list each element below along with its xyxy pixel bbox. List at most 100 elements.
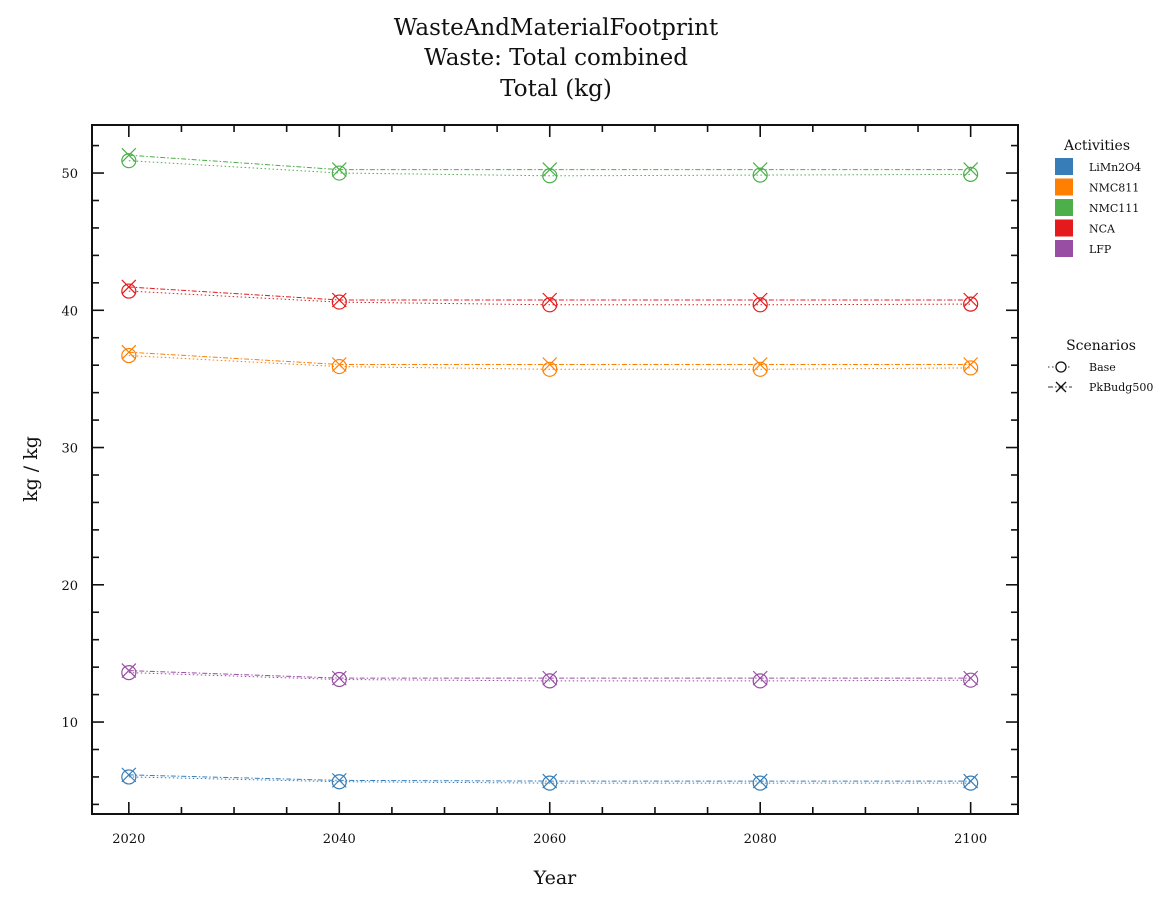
data-point-x — [331, 772, 347, 788]
plot-frame — [91, 124, 1019, 815]
x-tick-label: 2080 — [744, 832, 777, 847]
data-point-circle — [121, 769, 137, 785]
data-point-x — [963, 162, 979, 178]
data-point-x — [331, 357, 347, 372]
legend-label-nmc111: NMC111 — [1089, 202, 1139, 215]
data-point-x — [542, 357, 558, 372]
data-point-x — [752, 670, 768, 686]
data-point-x — [752, 162, 768, 178]
legend-swatch-nmc811 — [1055, 178, 1073, 196]
legend-swatch-nca — [1055, 219, 1073, 237]
data-point-x — [331, 162, 347, 178]
data-point-circle — [121, 347, 137, 364]
data-point-x — [963, 773, 979, 789]
legend-swatch-nmc111 — [1055, 199, 1073, 216]
series-line — [128, 672, 971, 682]
scenarios-legend: Scenarios Base PkBudg500 — [1048, 338, 1153, 394]
title-line-3: Total (kg) — [500, 76, 612, 102]
x-axis-label: Year — [533, 867, 577, 889]
data-point-x — [121, 663, 137, 678]
y-axis-label: kg / kg — [20, 436, 42, 502]
data-point-circle — [331, 358, 347, 375]
x-tick-label: 2060 — [533, 832, 566, 847]
series-nmc811-base — [121, 347, 979, 377]
y-tick-label: 50 — [61, 167, 78, 182]
y-tick-label: 20 — [61, 579, 78, 594]
y-tick-label: 10 — [61, 716, 78, 731]
legend-label-nca: NCA — [1089, 223, 1116, 236]
data-point-x — [752, 357, 768, 372]
series-lfp-base — [121, 665, 979, 689]
circle-marker-icon — [1055, 361, 1067, 373]
series-layer — [121, 147, 979, 791]
scenarios-legend-title: Scenarios — [1066, 338, 1136, 354]
data-point-circle — [752, 775, 768, 791]
data-point-x — [121, 279, 137, 295]
data-point-circle — [331, 774, 347, 790]
series-line — [128, 154, 971, 171]
data-point-circle — [963, 296, 979, 312]
data-point-circle — [752, 297, 768, 313]
legend-label-lfp: LFP — [1089, 243, 1112, 256]
y-tick-label: 30 — [61, 442, 78, 457]
data-point-x — [331, 292, 347, 308]
legend-swatch-lfp — [1055, 240, 1073, 257]
data-point-x — [542, 162, 558, 178]
data-point-x — [121, 767, 137, 783]
data-point-x — [963, 292, 979, 308]
x-tick-label: 2020 — [112, 832, 145, 847]
data-point-circle — [331, 165, 347, 181]
data-point-circle — [121, 153, 137, 169]
title-line-1: WasteAndMaterialFootprint — [394, 15, 719, 41]
x-tick-label: 2040 — [323, 832, 356, 847]
axes: 2020 2040 2060 2080 2100 10 20 30 40 50 — [61, 125, 1018, 847]
series-line — [128, 160, 971, 177]
series-limn2o4-pkbudg500 — [121, 767, 979, 789]
data-point-circle — [542, 775, 558, 791]
legend-label-limn2o4: LiMn2O4 — [1089, 161, 1141, 174]
data-point-circle — [331, 671, 347, 688]
data-point-circle — [963, 360, 979, 376]
series-limn2o4-base — [121, 769, 979, 791]
data-point-x — [752, 292, 768, 308]
data-point-x — [121, 344, 137, 360]
title-line-2: Waste: Total combined — [424, 45, 688, 71]
data-point-circle — [542, 673, 558, 689]
series-nmc811-pkbudg500 — [121, 344, 979, 372]
data-point-circle — [752, 361, 768, 377]
legend-label-pkbudg500: PkBudg500 — [1089, 381, 1153, 394]
data-point-circle — [963, 672, 979, 688]
x-tick-label: 2100 — [954, 832, 987, 847]
data-point-x — [542, 292, 558, 308]
data-point-x — [542, 773, 558, 789]
series-nmc111-pkbudg500 — [121, 147, 979, 178]
data-point-x — [963, 670, 979, 686]
data-point-circle — [963, 166, 979, 183]
chart-title: WasteAndMaterialFootprint Waste: Total c… — [394, 15, 719, 102]
activities-legend-title: Activities — [1063, 138, 1130, 154]
activities-legend: Activities LiMn2O4 NMC811 NMC111 NCA LFP — [1055, 138, 1141, 257]
series-nca-base — [121, 283, 979, 313]
y-tick-label: 40 — [61, 304, 78, 319]
series-nca-pkbudg500 — [121, 279, 979, 308]
legend-swatch-limn2o4 — [1055, 158, 1073, 175]
data-point-circle — [752, 673, 768, 689]
data-point-x — [331, 670, 347, 686]
data-point-circle — [121, 283, 137, 299]
series-lfp-pkbudg500 — [121, 663, 979, 686]
legend-label-base: Base — [1089, 361, 1116, 374]
data-point-circle — [331, 294, 347, 310]
data-point-x — [752, 773, 768, 789]
data-point-circle — [542, 361, 558, 377]
x-marker-icon — [1055, 381, 1067, 393]
series-line — [128, 776, 971, 784]
data-point-circle — [542, 297, 558, 313]
series-line — [128, 290, 971, 306]
legend-label-nmc811: NMC811 — [1089, 182, 1139, 195]
series-line — [128, 355, 971, 370]
data-point-circle — [121, 665, 137, 681]
data-point-circle — [752, 167, 768, 183]
data-point-circle — [963, 775, 979, 791]
data-point-x — [963, 357, 979, 372]
